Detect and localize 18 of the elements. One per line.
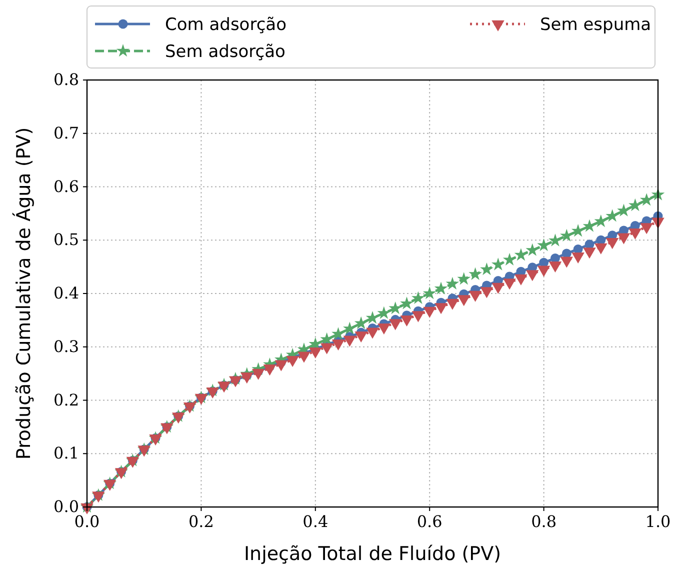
x-tick-label: 0.8 [531, 512, 557, 531]
y-axis-title: Produção Cumulativa de Água (PV) [12, 127, 35, 460]
y-tick-label: 0.3 [54, 336, 79, 356]
legend-label: Sem adsorção [165, 42, 286, 62]
y-tick-label: 0.4 [54, 284, 79, 302]
x-tick-label: 1.0 [645, 512, 671, 531]
y-tick-label: 0.2 [54, 390, 79, 410]
legend-label: Sem espuma [540, 15, 652, 35]
y-tick-label: 0.7 [54, 123, 79, 142]
y-tick-label: 0.8 [54, 70, 79, 89]
x-tick-label: 0.6 [416, 512, 442, 531]
x-tick-label: 0.4 [302, 512, 328, 531]
y-tick-label: 0.6 [54, 176, 79, 196]
x-tick-label: 0.2 [188, 512, 214, 531]
x-axis-title: Injeção Total de Fluído (PV) [244, 543, 502, 565]
y-tick-label: 0.1 [54, 444, 79, 463]
legend-label: Com adsorção [165, 15, 286, 35]
y-tick-label: 0.5 [54, 230, 79, 250]
